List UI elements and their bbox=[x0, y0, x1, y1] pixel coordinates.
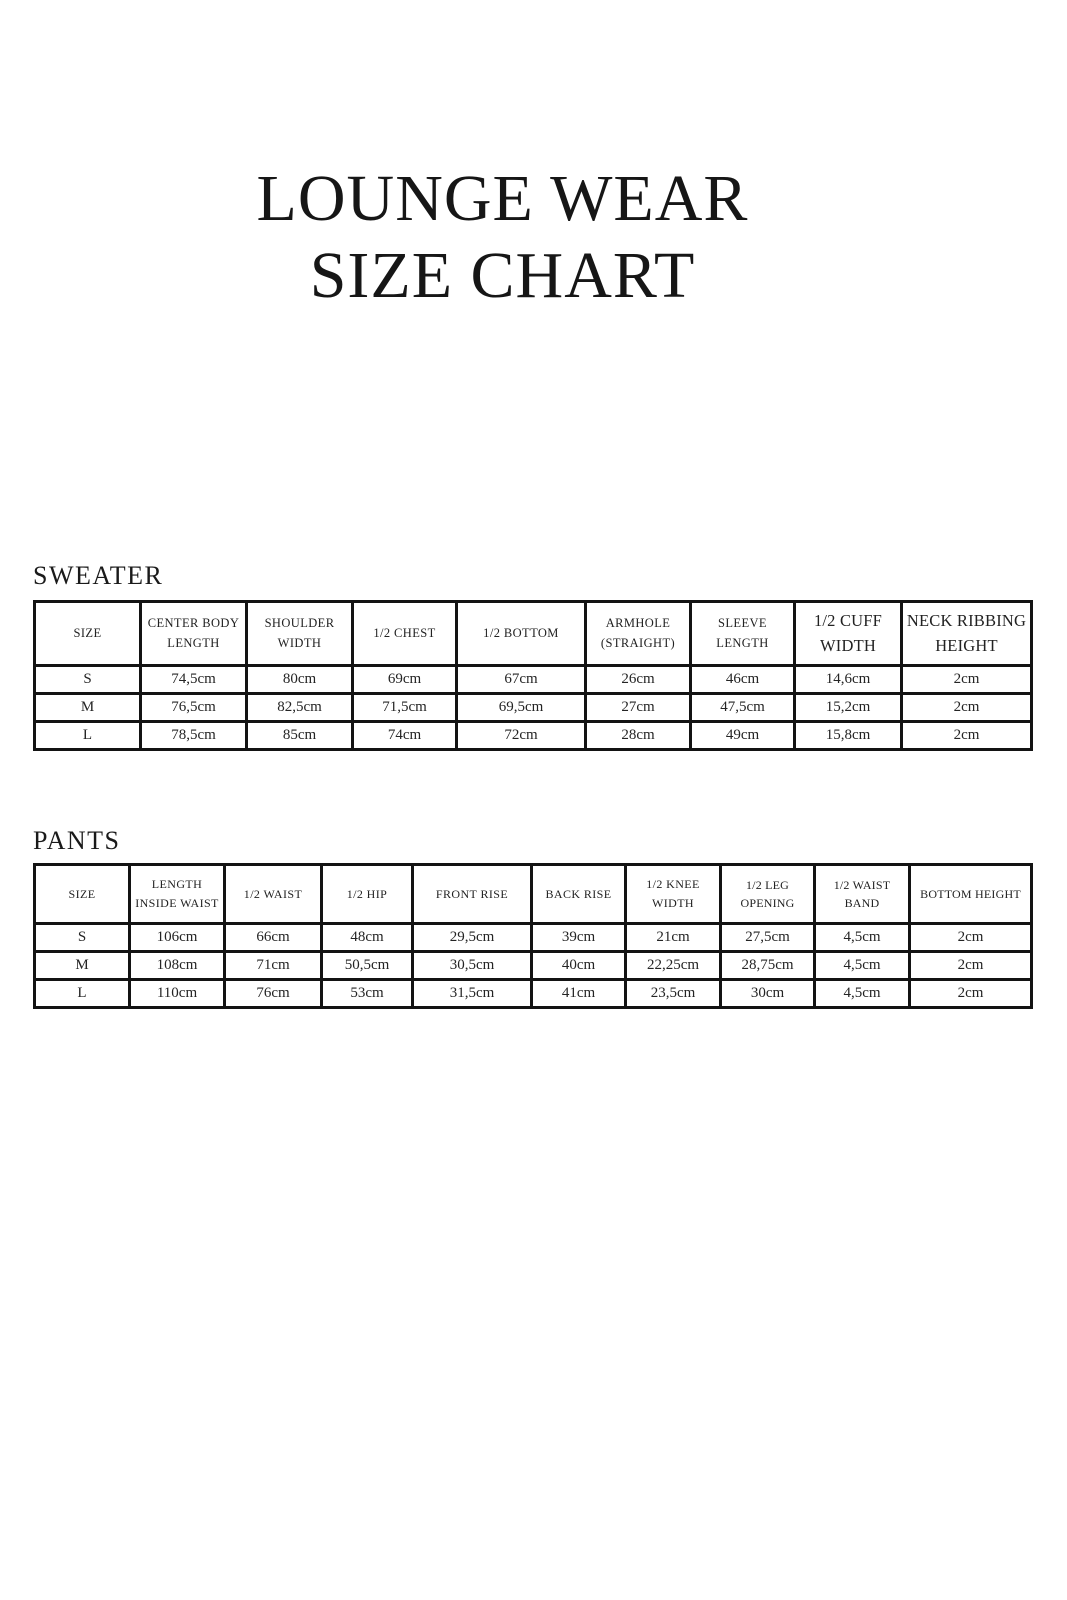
size-cell: 27,5cm bbox=[719, 922, 816, 953]
column-header-shoulder-width: SHOULDER WIDTH bbox=[245, 600, 354, 667]
size-cell: 82,5cm bbox=[245, 692, 354, 723]
size-cell: S bbox=[33, 664, 142, 695]
size-cell: 21cm bbox=[624, 922, 722, 953]
column-header-1-2-chest: 1/2 CHEST bbox=[351, 600, 458, 667]
size-cell: 2cm bbox=[900, 692, 1033, 723]
column-header-sleeve-length: SLEEVE LENGTH bbox=[689, 600, 796, 667]
size-cell: S bbox=[33, 922, 131, 953]
column-header-1-2-waist-band: 1/2 WAIST BAND bbox=[813, 863, 911, 925]
section-heading-sweater: SWEATER bbox=[33, 561, 164, 590]
size-cell: 108cm bbox=[128, 950, 226, 981]
size-cell: 4,5cm bbox=[813, 950, 911, 981]
size-cell: 2cm bbox=[900, 720, 1033, 751]
table-row-size-l: L 110cm 76cm 53cm 31,5cm 41cm 23,5cm 30cm 4,5cm 2… bbox=[33, 978, 1033, 1009]
size-cell: 69,5cm bbox=[455, 692, 587, 723]
size-cell: 74,5cm bbox=[139, 664, 248, 695]
page-title: LOUNGE WEAR SIZE CHART bbox=[0, 160, 1005, 314]
size-cell: 2cm bbox=[908, 950, 1033, 981]
column-header-1-2-bottom: 1/2 BOTTOM bbox=[455, 600, 587, 667]
column-header-1-2-knee-width: 1/2 KNEE WIDTH bbox=[624, 863, 722, 925]
page-title-line-2: SIZE CHART bbox=[309, 239, 696, 312]
size-cell: 2cm bbox=[900, 664, 1033, 695]
size-cell: 49cm bbox=[689, 720, 796, 751]
size-cell: 41cm bbox=[530, 978, 627, 1009]
size-cell: 15,2cm bbox=[793, 692, 903, 723]
size-cell: 85cm bbox=[245, 720, 354, 751]
size-cell: L bbox=[33, 720, 142, 751]
size-table-pants: SIZE LENGTH INSIDE WAIST 1/2 WAIST 1/2 HIP F… bbox=[33, 863, 1033, 1009]
size-cell: 28cm bbox=[584, 720, 692, 751]
size-cell: 71,5cm bbox=[351, 692, 458, 723]
section-heading-pants: PANTS bbox=[33, 826, 121, 855]
size-cell: 46cm bbox=[689, 664, 796, 695]
size-cell: L bbox=[33, 978, 131, 1009]
column-header-size: SIZE bbox=[33, 863, 131, 925]
size-cell: 48cm bbox=[320, 922, 414, 953]
size-cell: 26cm bbox=[584, 664, 692, 695]
size-cell: 106cm bbox=[128, 922, 226, 953]
size-cell: 53cm bbox=[320, 978, 414, 1009]
table-row-size-s: S 74,5cm 80cm 69cm 67cm 26cm 46cm 14,6cm 2cm bbox=[33, 664, 1033, 695]
column-header-bottom-height: BOTTOM HEIGHT bbox=[908, 863, 1033, 925]
column-header-armhole-straight: ARMHOLE (STRAIGHT) bbox=[584, 600, 692, 667]
size-cell: 76cm bbox=[223, 978, 323, 1009]
column-header-1-2-hip: 1/2 HIP bbox=[320, 863, 414, 925]
table-row-size-m: M 76,5cm 82,5cm 71,5cm 69,5cm 27cm 47,5cm 15,2c… bbox=[33, 692, 1033, 723]
table-row-size-s: S 106cm 66cm 48cm 29,5cm 39cm 21cm 27,5cm 4,5cm 2… bbox=[33, 922, 1033, 953]
size-cell: 27cm bbox=[584, 692, 692, 723]
size-cell: 66cm bbox=[223, 922, 323, 953]
size-cell: 80cm bbox=[245, 664, 354, 695]
size-cell: 29,5cm bbox=[411, 922, 533, 953]
column-header-length-inside-waist: LENGTH INSIDE WAIST bbox=[128, 863, 226, 925]
column-header-center-body-length: CENTER BODY LENGTH bbox=[139, 600, 248, 667]
size-cell: 71cm bbox=[223, 950, 323, 981]
size-cell: 47,5cm bbox=[689, 692, 796, 723]
size-cell: 40cm bbox=[530, 950, 627, 981]
size-table-sweater: SIZE CENTER BODY LENGTH SHOULDER WIDTH 1/2 … bbox=[33, 600, 1033, 751]
table-row-size-l: L 78,5cm 85cm 74cm 72cm 28cm 49cm 15,8cm 2cm bbox=[33, 720, 1033, 751]
column-header-back-rise: BACK RISE bbox=[530, 863, 627, 925]
size-cell: 78,5cm bbox=[139, 720, 248, 751]
size-cell: M bbox=[33, 692, 142, 723]
column-header-1-2-cuff-width: 1/2 CUFF WIDTH bbox=[793, 600, 903, 667]
size-cell: 76,5cm bbox=[139, 692, 248, 723]
header-row: SIZE CENTER BODY LENGTH SHOULDER WIDTH 1/2 … bbox=[33, 600, 1033, 667]
size-cell: 50,5cm bbox=[320, 950, 414, 981]
column-header-1-2-leg-opening: 1/2 LEG OPENING bbox=[719, 863, 816, 925]
size-cell: 23,5cm bbox=[624, 978, 722, 1009]
column-header-front-rise: FRONT RISE bbox=[411, 863, 533, 925]
size-cell: 22,25cm bbox=[624, 950, 722, 981]
size-cell: 30,5cm bbox=[411, 950, 533, 981]
size-cell: 110cm bbox=[128, 978, 226, 1009]
header-row: SIZE LENGTH INSIDE WAIST 1/2 WAIST 1/2 HIP F… bbox=[33, 863, 1033, 925]
page-title-line-1: LOUNGE WEAR bbox=[256, 162, 749, 235]
size-cell: 14,6cm bbox=[793, 664, 903, 695]
size-cell: 4,5cm bbox=[813, 922, 911, 953]
size-cell: 15,8cm bbox=[793, 720, 903, 751]
table-row-size-m: M 108cm 71cm 50,5cm 30,5cm 40cm 22,25cm 28,75cm… bbox=[33, 950, 1033, 981]
size-cell: 30cm bbox=[719, 978, 816, 1009]
size-cell: 28,75cm bbox=[719, 950, 816, 981]
size-cell: 2cm bbox=[908, 922, 1033, 953]
size-cell: 67cm bbox=[455, 664, 587, 695]
size-cell: M bbox=[33, 950, 131, 981]
column-header-neck-ribbing-height: NECK RIBBING HEIGHT bbox=[900, 600, 1033, 667]
column-header-size: SIZE bbox=[33, 600, 142, 667]
size-cell: 39cm bbox=[530, 922, 627, 953]
size-cell: 2cm bbox=[908, 978, 1033, 1009]
size-cell: 72cm bbox=[455, 720, 587, 751]
size-cell: 74cm bbox=[351, 720, 458, 751]
size-cell: 69cm bbox=[351, 664, 458, 695]
column-header-1-2-waist: 1/2 WAIST bbox=[223, 863, 323, 925]
size-cell: 4,5cm bbox=[813, 978, 911, 1009]
size-cell: 31,5cm bbox=[411, 978, 533, 1009]
